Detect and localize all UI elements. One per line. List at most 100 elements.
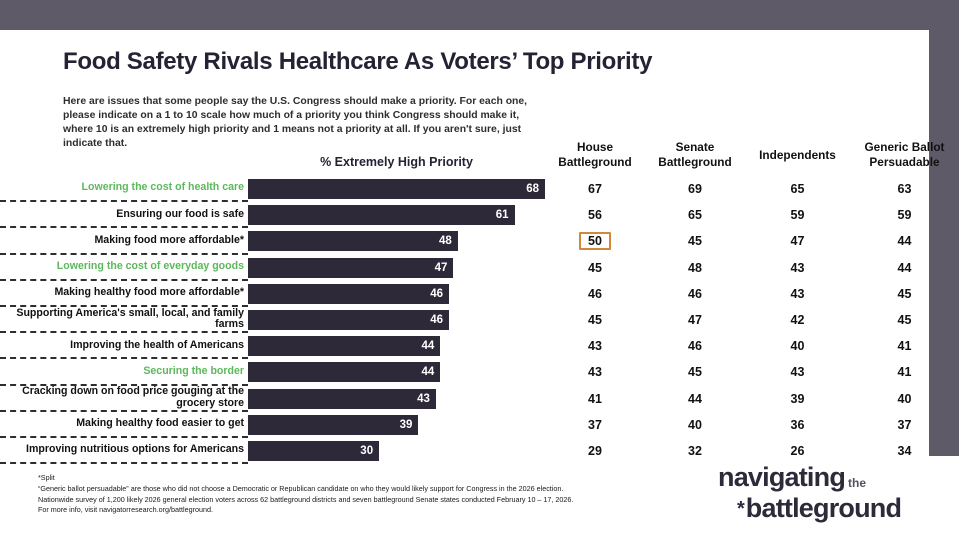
bar-cell: 43 [248, 386, 545, 412]
independents-value: 43 [790, 365, 805, 380]
house-battleground-value: 67 [588, 182, 602, 197]
value-axis-label: % Extremely High Priority [320, 155, 473, 169]
category-label: Making healthy food more affordable* [0, 281, 248, 307]
house-battleground-value: 45 [588, 260, 602, 275]
independents-value: 47 [790, 234, 805, 249]
chart-row: Supporting America's small, local, and f… [0, 307, 959, 334]
bar-value-label: 46 [430, 314, 444, 327]
category-label: Ensuring our food is safe [0, 202, 248, 229]
senate-battleground-value: 69 [688, 182, 702, 197]
survey-question-text: Here are issues that some people say the… [63, 96, 528, 149]
column-header-independents: Independents [759, 147, 836, 162]
independents-value: 42 [790, 313, 805, 328]
logo-asterisk-icon: * [737, 498, 745, 520]
generic-ballot-value: 34 [897, 443, 912, 458]
independents-value: 36 [790, 417, 805, 432]
bar: 46 [248, 283, 450, 304]
logo-line-1: navigating the [718, 462, 867, 492]
bar-cell: 61 [248, 202, 545, 228]
column-header-generic-ballot: Generic Ballot Persuadable [864, 140, 945, 169]
category-label: Improving the health of Americans [0, 333, 248, 360]
bar-value-label: 44 [421, 366, 435, 379]
senate-battleground-value: 47 [688, 313, 702, 328]
generic-ballot-value: 44 [897, 260, 912, 275]
chart-row: Making healthy food easier to get 39 37 … [0, 412, 959, 438]
house-battleground-value: 43 [588, 339, 602, 354]
independents-value: 65 [790, 182, 805, 197]
bar-cell: 48 [248, 228, 545, 254]
priority-bar-chart: % Extremely High Priority House Battlegr… [0, 134, 959, 465]
category-label: Making healthy food easier to get [0, 412, 248, 438]
house-battleground-value: 29 [588, 443, 602, 458]
chart-row: Improving nutritious options for America… [0, 438, 959, 465]
chart-row: Ensuring our food is safe 61 56 65 59 59 [0, 202, 959, 229]
independents-value: 43 [790, 260, 805, 275]
generic-ballot-value: 44 [897, 234, 912, 249]
house-battleground-value: 46 [588, 286, 602, 301]
bar: 46 [248, 310, 450, 331]
page-title: Food Safety Rivals Healthcare As Voters’… [63, 48, 653, 75]
house-battleground-value: 41 [588, 391, 602, 406]
generic-ballot-value: 63 [897, 182, 912, 197]
bar-value-label: 61 [495, 209, 509, 222]
category-label: Securing the border [0, 359, 248, 386]
footnotes: *Split “Generic ballot persuadable” are … [38, 473, 626, 516]
chart-rows: Lowering the cost of health care 68 67 6… [0, 176, 959, 465]
generic-ballot-value: 45 [897, 313, 912, 328]
footnote-split: *Split [38, 473, 55, 482]
footnote-more-info: For more info, visit navigatorresearch.o… [38, 505, 213, 515]
house-battleground-value: 43 [588, 365, 602, 380]
column-header-house-battleground: House Battleground [558, 140, 632, 169]
bar: 43 [248, 388, 436, 409]
footnote-methodology: Nationwide survey of 1,200 likely 2026 g… [38, 494, 574, 504]
bar-cell: 44 [248, 359, 545, 385]
logo-line-2: *battleground [737, 493, 902, 523]
category-label: Improving nutritious options for America… [0, 438, 248, 465]
bar-value-label: 46 [430, 287, 444, 300]
bar: 30 [248, 440, 380, 461]
label-column-spacer [0, 134, 248, 176]
category-label: Supporting America's small, local, and f… [0, 307, 248, 334]
bar: 47 [248, 257, 454, 278]
house-battleground-value: 50 [545, 228, 645, 254]
bar: 61 [248, 205, 515, 226]
footnote-persuadable-definition: “Generic ballot persuadable” are those w… [38, 483, 564, 493]
senate-battleground-value: 32 [688, 443, 702, 458]
category-label: Lowering the cost of health care [0, 176, 248, 203]
bar-cell: 30 [248, 438, 545, 464]
top-header-bar [0, 0, 959, 30]
bar-value-label: 47 [434, 261, 448, 274]
generic-ballot-value: 37 [897, 417, 912, 432]
generic-ballot-value: 59 [897, 208, 912, 223]
chart-row: Lowering the cost of everyday goods 47 4… [0, 255, 959, 281]
independents-value: 26 [790, 443, 805, 458]
bar: 39 [248, 414, 419, 435]
bar-cell: 68 [248, 176, 545, 202]
generic-ballot-value: 41 [897, 365, 912, 380]
chart-row: Cracking down on food price gouging at t… [0, 385, 959, 412]
chart-header-row: % Extremely High Priority House Battlegr… [0, 134, 959, 176]
bar: 44 [248, 362, 441, 383]
bar-value-label: 44 [421, 340, 435, 353]
senate-battleground-value: 45 [688, 234, 702, 249]
independents-value: 40 [790, 339, 805, 354]
independents-value: 43 [790, 286, 805, 301]
bar-cell: 46 [248, 307, 545, 333]
house-battleground-value: 56 [588, 208, 602, 223]
bar-cell: 47 [248, 255, 545, 281]
category-label: Cracking down on food price gouging at t… [0, 385, 248, 412]
bar: 48 [248, 231, 458, 252]
bar-cell: 44 [248, 333, 545, 359]
chart-row: Making healthy food more affordable* 46 … [0, 281, 959, 307]
generic-ballot-value: 40 [897, 391, 912, 406]
chart-row: Improving the health of Americans 44 43 … [0, 333, 959, 360]
senate-battleground-value: 45 [688, 365, 702, 380]
column-header-senate-battleground: Senate Battleground [658, 140, 732, 169]
chart-row: Making food more affordable* 48 50 45 47… [0, 228, 959, 255]
category-label: Lowering the cost of everyday goods [0, 255, 248, 281]
chart-row: Lowering the cost of health care 68 67 6… [0, 176, 959, 203]
senate-battleground-value: 44 [688, 391, 702, 406]
house-battleground-value: 45 [588, 313, 602, 328]
generic-ballot-value: 41 [897, 339, 912, 354]
house-battleground-value: 37 [588, 417, 602, 432]
